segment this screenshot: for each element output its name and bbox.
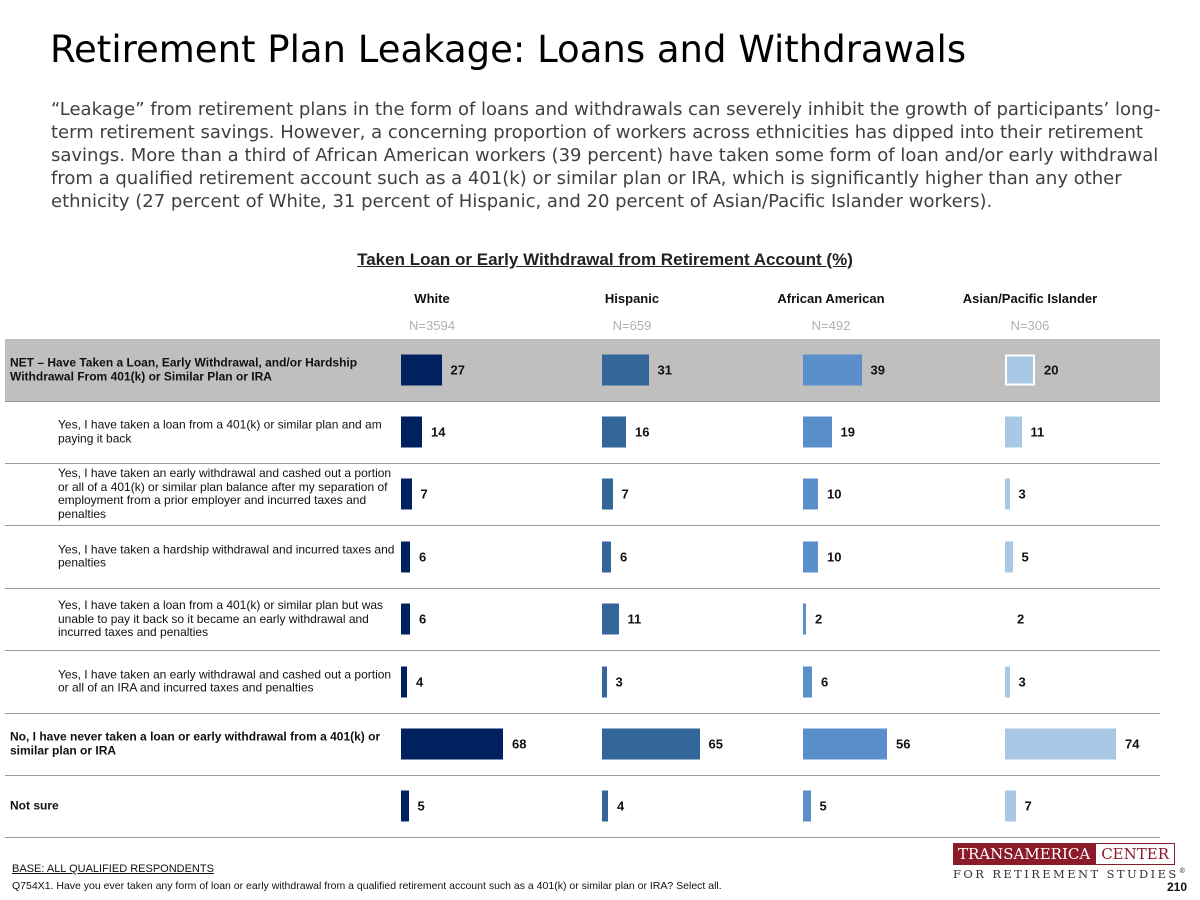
- bar: [602, 728, 700, 760]
- data-label: 4: [617, 798, 625, 814]
- bar: [401, 603, 410, 635]
- data-label: 7: [621, 486, 629, 502]
- bar: [602, 541, 611, 572]
- data-label: 5: [417, 798, 425, 814]
- bar: [803, 416, 832, 448]
- series-header: White: [414, 291, 450, 306]
- data-label: 14: [431, 424, 446, 440]
- transamerica-logo: TRANSAMERICA CENTER FOR RETIREMENT STUDI…: [953, 843, 1186, 881]
- base-note: BASE: ALL QUALIFIED RESPONDENTS: [12, 863, 214, 875]
- series-sample-size: N=306: [1010, 318, 1050, 333]
- page-title: Retirement Plan Leakage: Loans and Withd…: [50, 28, 967, 71]
- data-label: 2: [1017, 611, 1025, 627]
- series-header: Hispanic: [604, 291, 660, 306]
- series-header: Asian/Pacific Islander: [962, 291, 1098, 306]
- data-label: 6: [620, 549, 628, 564]
- logo-registered-mark: ®: [1178, 867, 1186, 876]
- data-label: 10: [827, 486, 842, 502]
- category-label: NET – Have Taken a Loan, Early Withdrawa…: [10, 355, 358, 383]
- question-note: Q754X1. Have you ever taken any form of …: [12, 880, 722, 892]
- logo-center-text: CENTER: [1095, 843, 1176, 865]
- series-header: African American: [777, 291, 885, 306]
- page-number: 210: [1167, 880, 1188, 894]
- bar: [803, 354, 862, 386]
- chart-row: NET – Have Taken a Loan, Early Withdrawa…: [5, 339, 1160, 402]
- bar: [1005, 541, 1013, 572]
- bar: [602, 603, 619, 635]
- data-label: 3: [1018, 486, 1026, 502]
- data-label: 3: [1018, 674, 1026, 689]
- data-label: 7: [1024, 798, 1032, 814]
- bar: [803, 666, 812, 697]
- bar: [803, 728, 887, 760]
- bar: [602, 478, 613, 510]
- series-sample-size: N=492: [811, 318, 851, 333]
- bar: [1005, 416, 1022, 448]
- chart-row: Not sure 5 4 5 7: [5, 775, 1160, 838]
- data-label: 3: [615, 674, 623, 689]
- bar: [602, 790, 608, 822]
- bar: [1005, 728, 1116, 760]
- data-label: 10: [827, 549, 842, 564]
- data-label: 6: [821, 674, 829, 689]
- bar: [401, 790, 409, 822]
- bar: [1005, 790, 1016, 822]
- bar: [1005, 354, 1035, 386]
- bar: [803, 603, 806, 635]
- bar: [401, 354, 442, 386]
- category-label: Yes, I have taken an early withdrawal an…: [58, 466, 392, 521]
- category-label: Yes, I have taken a hardship withdrawal …: [58, 542, 395, 570]
- bar: [401, 666, 407, 697]
- data-label: 5: [1021, 549, 1029, 564]
- data-label: 6: [419, 611, 427, 627]
- data-label: 27: [450, 362, 465, 378]
- data-label: 39: [870, 362, 885, 378]
- bar: [602, 354, 649, 386]
- data-label: 31: [657, 362, 672, 378]
- bar: [803, 541, 818, 572]
- data-label: 65: [708, 736, 723, 752]
- series-sample-size: N=3594: [409, 318, 455, 333]
- chart-row: Yes, I have taken an early withdrawal an…: [5, 650, 1160, 714]
- data-label: 5: [819, 798, 827, 814]
- category-label: Not sure: [10, 798, 59, 813]
- logo-brand-text: TRANSAMERICA: [953, 843, 1096, 865]
- data-label: 11: [1030, 424, 1045, 440]
- bar: [401, 478, 412, 510]
- series-sample-size: N=659: [612, 318, 652, 333]
- chart-row: Yes, I have taken an early withdrawal an…: [5, 463, 1160, 526]
- bar: [1005, 478, 1010, 510]
- bar: [602, 666, 607, 697]
- data-label: 68: [512, 736, 527, 752]
- chart-row: No, I have never taken a loan or early w…: [5, 713, 1160, 776]
- bar: [1005, 666, 1010, 697]
- bar: [401, 728, 503, 760]
- chart-row: Yes, I have taken a loan from a 401(k) o…: [5, 401, 1160, 464]
- bar: [602, 416, 626, 448]
- data-label: 7: [420, 486, 428, 502]
- data-label: 16: [635, 424, 650, 440]
- data-label: 56: [896, 736, 911, 752]
- data-label: 6: [419, 549, 427, 564]
- bar: [401, 541, 410, 572]
- chart-title: Taken Loan or Early Withdrawal from Reti…: [357, 250, 853, 269]
- category-label: No, I have never taken a loan or early w…: [10, 729, 381, 757]
- intro-paragraph: “Leakage” from retirement plans in the f…: [51, 99, 1161, 212]
- data-label: 2: [815, 611, 823, 627]
- chart-row: Yes, I have taken a loan from a 401(k) o…: [5, 588, 1160, 651]
- bar: [803, 478, 818, 510]
- category-label: Yes, I have taken a loan from a 401(k) o…: [58, 417, 382, 445]
- category-label: Yes, I have taken a loan from a 401(k) o…: [58, 597, 384, 639]
- data-label: 11: [627, 611, 642, 627]
- data-label: 20: [1044, 362, 1059, 378]
- category-label: Yes, I have taken an early withdrawal an…: [58, 667, 392, 695]
- bar: [803, 790, 811, 822]
- logo-subtitle: FOR RETIREMENT STUDIES: [953, 867, 1179, 881]
- chart-row: Yes, I have taken a hardship withdrawal …: [5, 525, 1160, 589]
- bar: [401, 416, 422, 448]
- data-label: 4: [416, 674, 424, 689]
- data-label: 19: [840, 424, 855, 440]
- data-label: 74: [1125, 736, 1140, 752]
